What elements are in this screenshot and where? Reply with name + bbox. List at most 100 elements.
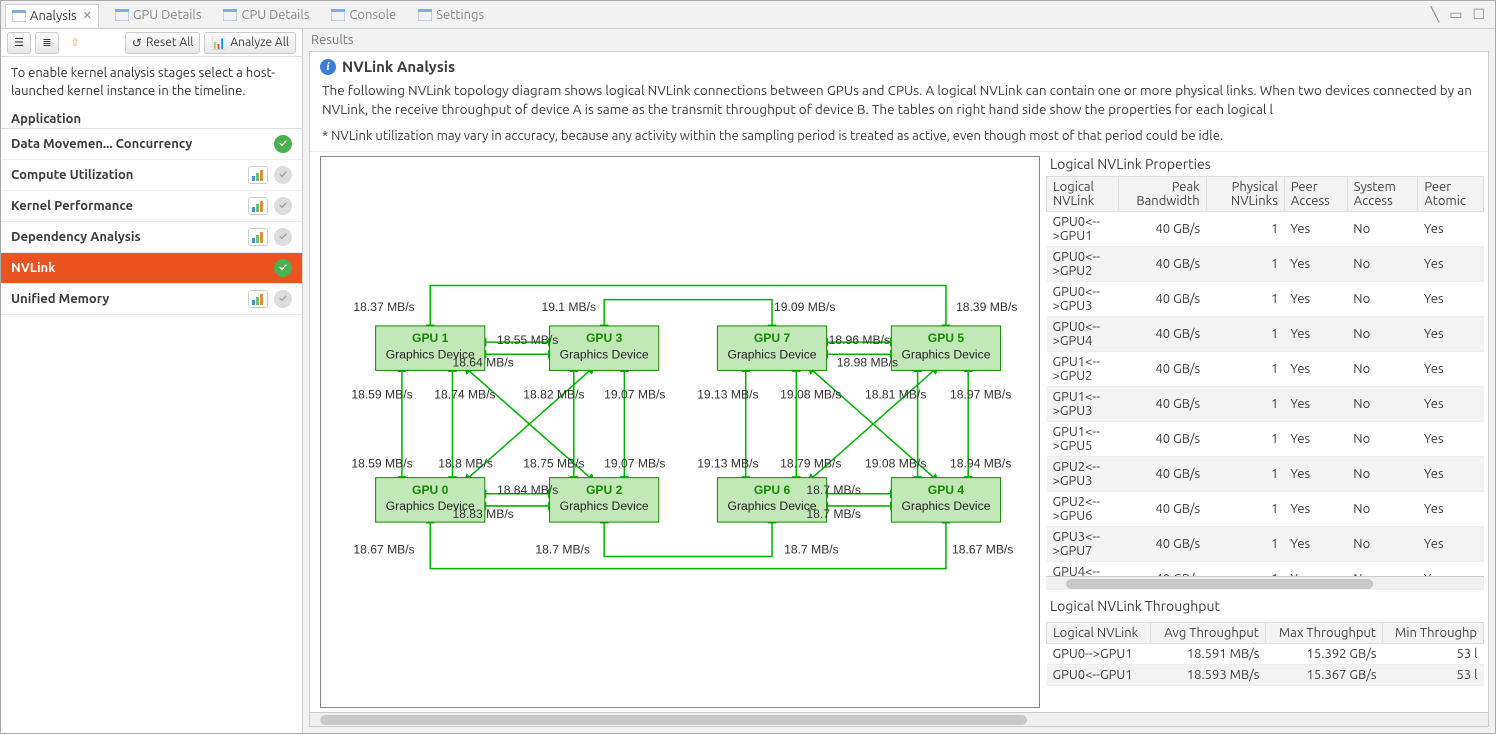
svg-text:GPU 2: GPU 2 xyxy=(586,483,623,497)
results-title: NVLink Analysis xyxy=(342,58,455,75)
svg-text:Graphics Device: Graphics Device xyxy=(560,347,649,361)
svg-text:19.13 MB/s: 19.13 MB/s xyxy=(697,388,758,402)
svg-text:18.8 MB/s: 18.8 MB/s xyxy=(438,456,493,470)
table-row[interactable]: GPU3<-->GPU740 GB/s1YesNoYes xyxy=(1047,526,1484,561)
column-header[interactable]: Avg Throughput xyxy=(1151,622,1265,643)
tab-cpu-details[interactable]: CPU Details xyxy=(217,3,315,27)
pending-icon: ✓ xyxy=(274,290,292,308)
table-row[interactable]: GPU2<-->GPU640 GB/s1YesNoYes xyxy=(1047,491,1484,526)
list2-icon[interactable]: ≣ xyxy=(35,32,59,54)
svg-text:19.13 MB/s: 19.13 MB/s xyxy=(697,456,758,470)
column-header[interactable]: Max Throughput xyxy=(1265,622,1382,643)
column-header[interactable]: Logical NVLink xyxy=(1047,176,1119,211)
svg-text:GPU 3: GPU 3 xyxy=(586,331,623,345)
close-icon[interactable]: ✕ xyxy=(83,9,92,22)
svg-text:18.75 MB/s: 18.75 MB/s xyxy=(523,456,584,470)
svg-text:18.81 MB/s: 18.81 MB/s xyxy=(865,388,926,402)
reset-all-button[interactable]: ↺ Reset All xyxy=(125,32,201,54)
svg-text:18.83 MB/s: 18.83 MB/s xyxy=(452,507,513,521)
up-arrow-icon[interactable]: ⇧ xyxy=(63,32,87,54)
chart-icon[interactable] xyxy=(248,166,268,184)
svg-text:Graphics Device: Graphics Device xyxy=(560,499,649,513)
svg-text:19.07 MB/s: 19.07 MB/s xyxy=(604,456,665,470)
column-header[interactable]: System Access xyxy=(1347,176,1418,211)
table-row[interactable]: GPU0<-->GPU140 GB/s1YesNoYes xyxy=(1047,211,1484,246)
column-header[interactable]: Logical NVLink xyxy=(1047,622,1151,643)
svg-text:Graphics Device: Graphics Device xyxy=(901,347,990,361)
svg-text:18.98 MB/s: 18.98 MB/s xyxy=(837,355,898,369)
horizontal-scrollbar[interactable] xyxy=(1046,576,1484,590)
check-icon: ✓ xyxy=(274,135,292,153)
props-table[interactable]: Logical NVLinkPeak BandwidthPhysical NVL… xyxy=(1046,176,1484,576)
table-row[interactable]: GPU0<-->GPU240 GB/s1YesNoYes xyxy=(1047,246,1484,281)
table-row[interactable]: GPU0<-->GPU340 GB/s1YesNoYes xyxy=(1047,281,1484,316)
svg-text:18.97 MB/s: 18.97 MB/s xyxy=(950,388,1011,402)
table-row[interactable]: GPU0<--GPU118.593 MB/s15.367 GB/s53 l xyxy=(1047,664,1484,685)
svg-text:GPU 6: GPU 6 xyxy=(754,483,791,497)
tab-icon xyxy=(418,9,432,21)
table-row[interactable]: GPU0<-->GPU440 GB/s1YesNoYes xyxy=(1047,316,1484,351)
sidebar-item-label: Dependency Analysis xyxy=(11,230,242,244)
column-header[interactable]: Physical NVLinks xyxy=(1206,176,1284,211)
chart-icon[interactable] xyxy=(248,228,268,246)
svg-text:GPU 5: GPU 5 xyxy=(928,331,965,345)
svg-text:18.37 MB/s: 18.37 MB/s xyxy=(353,300,414,314)
tab-icon xyxy=(223,9,237,21)
table-row[interactable]: GPU1<-->GPU340 GB/s1YesNoYes xyxy=(1047,386,1484,421)
table-row[interactable]: GPU0-->GPU118.591 MB/s15.392 GB/s53 l xyxy=(1047,643,1484,664)
sidebar-toolbar: ☰ ≣ ⇧ ↺ Reset All 📊 Analyze All xyxy=(1,29,302,57)
svg-text:18.84 MB/s: 18.84 MB/s xyxy=(497,483,558,497)
table-row[interactable]: GPU1<-->GPU540 GB/s1YesNoYes xyxy=(1047,421,1484,456)
sidebar-item-dependency-analysis[interactable]: Dependency Analysis✓ xyxy=(1,222,302,253)
tab-icon xyxy=(12,10,26,22)
throughput-table[interactable]: Logical NVLinkAvg ThroughputMax Throughp… xyxy=(1046,622,1484,686)
props-table-title: Logical NVLink Properties xyxy=(1046,154,1484,176)
column-header[interactable]: Min Throughp xyxy=(1383,622,1484,643)
analyze-all-button[interactable]: 📊 Analyze All xyxy=(204,32,296,54)
svg-text:19.07 MB/s: 19.07 MB/s xyxy=(604,388,665,402)
chart-icon[interactable] xyxy=(248,290,268,308)
list1-icon[interactable]: ☰ xyxy=(7,32,31,54)
sidebar-item-data-movemen-concurrency[interactable]: Data Movemen... Concurrency✓ xyxy=(1,129,302,160)
svg-text:GPU 0: GPU 0 xyxy=(412,483,449,497)
svg-text:18.82 MB/s: 18.82 MB/s xyxy=(523,388,584,402)
tab-settings[interactable]: Settings xyxy=(412,3,490,27)
tab-bar: Analysis✕ GPU Details CPU Details Console Se… xyxy=(1,1,1495,29)
pending-icon: ✓ xyxy=(274,197,292,215)
svg-text:GPU 4: GPU 4 xyxy=(928,483,965,497)
svg-text:18.7 MB/s: 18.7 MB/s xyxy=(535,542,590,556)
info-icon: i xyxy=(320,59,336,75)
sidebar-item-label: Unified Memory xyxy=(11,292,242,306)
svg-text:18.7 MB/s: 18.7 MB/s xyxy=(806,483,861,497)
sidebar-item-unified-memory[interactable]: Unified Memory ✓ xyxy=(1,284,302,315)
column-header[interactable]: Peak Bandwidth xyxy=(1118,176,1206,211)
maximize-icon[interactable]: ☐ xyxy=(1472,6,1485,23)
svg-text:18.39 MB/s: 18.39 MB/s xyxy=(956,300,1017,314)
table-row[interactable]: GPU1<-->GPU240 GB/s1YesNoYes xyxy=(1047,351,1484,386)
sidebar-item-kernel-performance[interactable]: Kernel Performance✓ xyxy=(1,191,302,222)
sidebar-section-label: Application xyxy=(1,108,302,129)
topology-diagram: GPU 1Graphics DeviceGPU 3Graphics Device… xyxy=(320,156,1040,708)
tab-icon xyxy=(331,9,345,21)
svg-text:Graphics Device: Graphics Device xyxy=(728,347,817,361)
tab-analysis[interactable]: Analysis✕ xyxy=(5,4,99,28)
tab-console[interactable]: Console xyxy=(325,3,402,27)
table-row[interactable]: GPU4<-->GPU540 GB/s1YesNoYes xyxy=(1047,561,1484,576)
column-header[interactable]: Peer Atomic xyxy=(1418,176,1484,211)
sidebar-item-nvlink[interactable]: NVLink✓ xyxy=(1,253,302,284)
tab-icon xyxy=(115,9,129,21)
sidebar-item-compute-utilization[interactable]: Compute Utilization✓ xyxy=(1,160,302,191)
svg-text:18.55 MB/s: 18.55 MB/s xyxy=(497,333,558,347)
main-horizontal-scrollbar[interactable] xyxy=(310,712,1488,726)
svg-text:18.79 MB/s: 18.79 MB/s xyxy=(780,456,841,470)
results-header: Results xyxy=(303,29,1495,51)
svg-text:18.7 MB/s: 18.7 MB/s xyxy=(806,507,861,521)
column-header[interactable]: Peer Access xyxy=(1284,176,1347,211)
svg-text:19.08 MB/s: 19.08 MB/s xyxy=(780,388,841,402)
table-row[interactable]: GPU2<-->GPU340 GB/s1YesNoYes xyxy=(1047,456,1484,491)
brush-icon[interactable]: ╲ xyxy=(1431,6,1439,23)
tab-gpu-details[interactable]: GPU Details xyxy=(109,3,208,27)
svg-text:GPU 7: GPU 7 xyxy=(754,331,791,345)
chart-icon[interactable] xyxy=(248,197,268,215)
minimize-icon[interactable]: ▭ xyxy=(1449,6,1462,23)
